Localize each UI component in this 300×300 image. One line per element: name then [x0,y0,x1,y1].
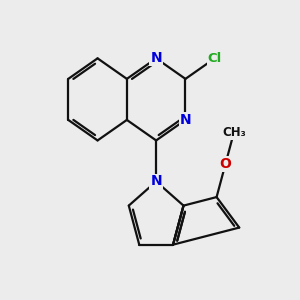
Text: N: N [150,175,162,188]
Text: O: O [220,157,231,171]
Text: CH₃: CH₃ [222,126,246,139]
Text: N: N [150,51,162,65]
Text: N: N [180,113,191,127]
Text: Cl: Cl [208,52,222,65]
